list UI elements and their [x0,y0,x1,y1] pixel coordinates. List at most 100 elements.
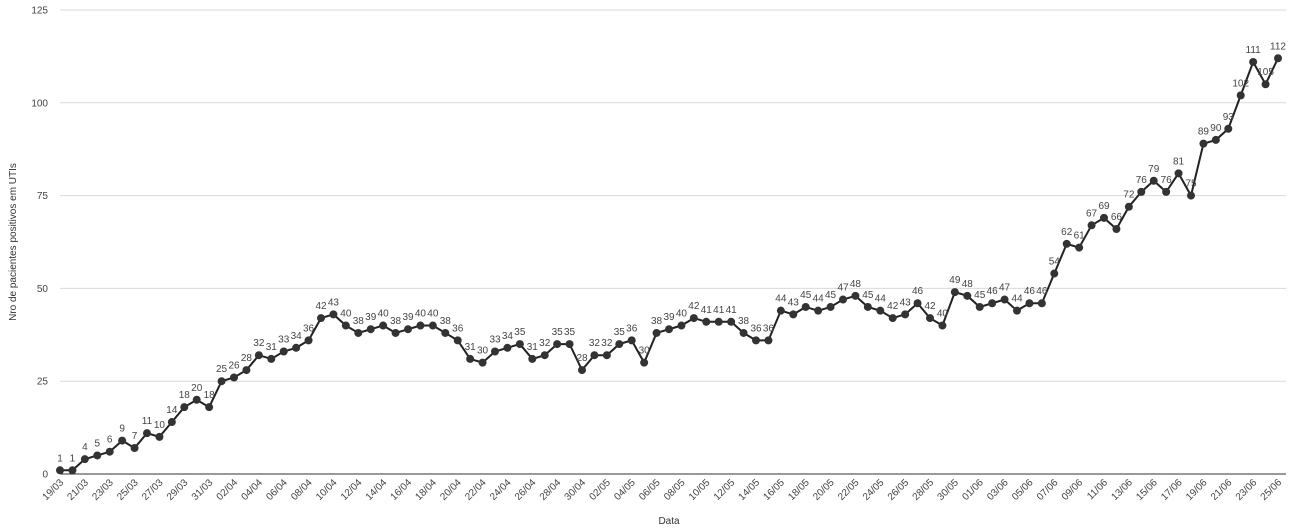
data-point [851,291,860,300]
y-tick-label: 75 [37,191,49,202]
x-tick-label: 18/05 [786,477,812,503]
data-point [217,377,226,386]
data-label: 30 [477,346,489,357]
data-label: 43 [788,297,800,308]
data-points [56,54,1282,475]
data-label: 35 [564,327,576,338]
data-point [441,328,450,337]
data-label: 36 [452,323,464,334]
data-label: 32 [589,338,601,349]
data-point [1261,80,1270,89]
data-label: 38 [440,316,452,327]
data-label: 40 [378,309,390,320]
data-point [205,403,214,412]
data-point [764,336,773,345]
data-label: 66 [1111,212,1123,223]
data-point [1236,91,1245,100]
x-tick-label: 23/03 [90,477,116,503]
data-point [254,351,263,360]
x-tick-label: 15/06 [1134,477,1160,503]
data-point [1000,295,1009,304]
data-point [752,336,760,345]
data-point [1075,243,1084,252]
data-point [118,436,127,445]
x-tick-label: 04/04 [240,477,266,503]
data-point [839,295,847,304]
data-label: 40 [676,309,688,320]
data-label: 39 [402,312,414,323]
data-label: 105 [1257,67,1274,78]
x-tick-label: 20/04 [438,477,464,503]
x-tick-label: 05/06 [1010,477,1036,503]
data-label: 40 [415,309,427,320]
data-label: 79 [1148,164,1160,175]
data-label: 35 [614,327,626,338]
data-label: 1 [70,453,76,464]
series-line-group [60,57,1279,472]
x-tick-label: 08/05 [662,477,688,503]
data-point [1274,54,1282,63]
data-point [602,351,611,360]
x-tick-label: 13/06 [1110,477,1136,503]
data-point [1249,57,1258,66]
x-tick-label: 21/06 [1209,477,1235,503]
data-label: 43 [900,297,912,308]
data-point [950,288,959,297]
data-point [1025,299,1034,308]
x-tick-label: 06/04 [264,477,290,503]
data-point [963,291,972,300]
data-point [279,347,288,356]
x-tick-label: 04/05 [612,477,638,503]
data-label: 35 [552,327,564,338]
data-label: 11 [142,416,153,427]
data-point [938,321,947,330]
data-point [230,373,238,382]
data-label: 36 [750,323,762,334]
x-tick-label: 24/04 [488,477,514,503]
data-point [1187,191,1195,200]
x-tick-label: 16/05 [762,477,788,503]
data-point [1050,269,1059,278]
data-point [627,336,636,345]
data-label: 44 [775,294,787,305]
data-label: 34 [291,331,303,342]
x-tick-label: 24/05 [861,477,887,503]
data-label: 42 [887,301,899,312]
data-label: 25 [216,364,228,375]
data-point [727,317,736,326]
x-tick-label: 23/06 [1234,477,1260,503]
data-label: 33 [489,335,501,346]
data-point [242,366,251,375]
data-label: 20 [191,383,203,394]
data-label: 42 [924,301,936,312]
data-point [80,455,89,464]
data-point [640,358,649,367]
data-point [354,328,363,337]
data-label: 44 [813,294,825,305]
data-point [304,336,313,345]
data-point [1162,187,1171,196]
data-point [428,321,437,330]
data-point [913,299,922,308]
x-tick-label: 19/03 [41,477,67,503]
data-label: 44 [875,294,887,305]
x-tick-label: 11/06 [1085,477,1110,502]
data-point [391,328,400,337]
x-tick-label: 28/05 [911,477,937,503]
data-point [155,432,164,441]
data-label: 49 [949,275,961,286]
x-tick-label: 22/05 [836,477,862,503]
y-tick-label: 125 [31,6,48,17]
data-label: 41 [701,305,713,316]
data-point [317,314,325,323]
data-point [901,310,910,319]
data-label: 45 [800,290,812,301]
data-point [665,325,673,334]
data-point [826,302,835,311]
data-point [863,302,872,311]
data-label: 62 [1061,227,1073,238]
data-point [192,395,201,404]
x-tick-label: 26/04 [513,477,539,503]
